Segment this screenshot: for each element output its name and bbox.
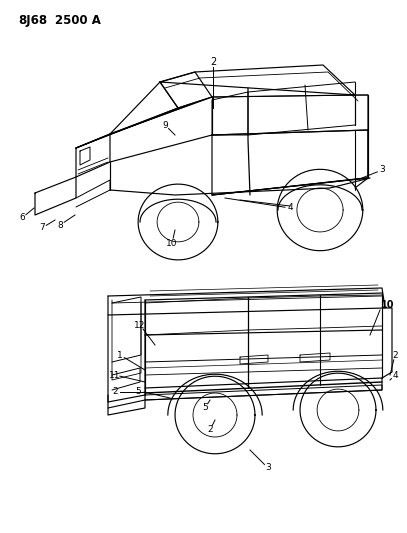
Text: 2: 2 [392, 351, 398, 359]
Text: 3: 3 [379, 166, 385, 174]
Text: 2: 2 [210, 57, 216, 67]
Text: 4: 4 [392, 370, 398, 379]
Text: 2: 2 [112, 387, 118, 397]
Text: 6: 6 [19, 214, 25, 222]
Text: 10: 10 [166, 238, 178, 247]
Text: 5: 5 [202, 403, 208, 413]
Text: 11: 11 [109, 370, 121, 379]
Text: 7: 7 [39, 223, 45, 232]
Text: 4: 4 [287, 204, 293, 213]
Text: 8J68: 8J68 [18, 14, 47, 27]
Text: 2500 A: 2500 A [55, 14, 101, 27]
Text: 9: 9 [162, 120, 168, 130]
Text: 12: 12 [134, 320, 146, 329]
Text: 8: 8 [57, 221, 63, 230]
Text: 2: 2 [207, 425, 213, 434]
Text: 5: 5 [135, 387, 141, 397]
Text: 1: 1 [117, 351, 123, 359]
Text: 3: 3 [265, 464, 271, 472]
Text: 10: 10 [381, 300, 395, 310]
